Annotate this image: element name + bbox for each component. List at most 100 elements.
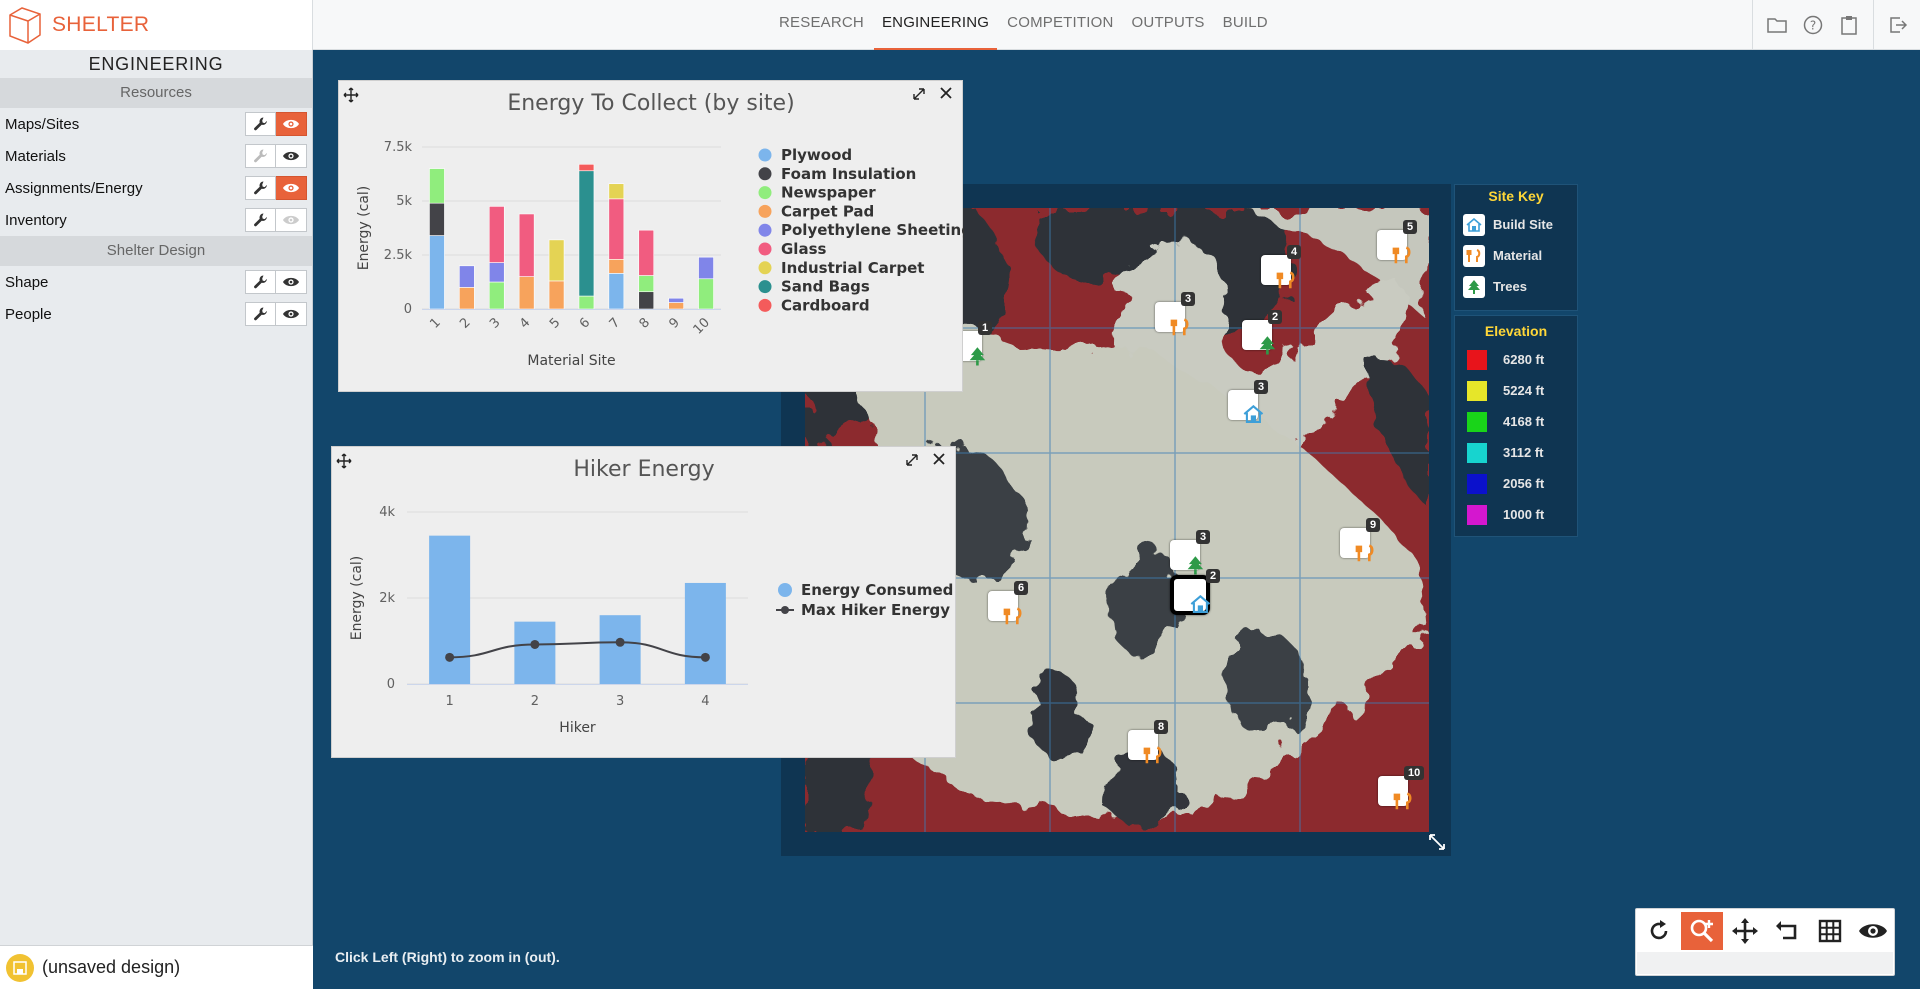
edit-wrench-icon[interactable] (245, 208, 276, 232)
material-marker[interactable] (1155, 302, 1189, 336)
legend-marker (758, 298, 772, 312)
visibility-eye-icon[interactable] (276, 208, 307, 232)
map-expand-icon[interactable] (1428, 833, 1446, 856)
bar-segment (608, 273, 625, 310)
sidebar-item-shape[interactable]: Shape (0, 266, 312, 298)
bar-segment (608, 259, 625, 274)
zoom-hint: Click Left (Right) to zoom in (out). (335, 949, 560, 965)
visibility-eye-icon[interactable] (276, 176, 307, 200)
top-icons: ? (1746, 0, 1920, 50)
site-key-label: Material (1493, 248, 1543, 263)
grid-icon[interactable] (1809, 912, 1852, 950)
bar-segment (488, 206, 505, 263)
legend-marker (758, 167, 772, 181)
x-tick-label: 2 (531, 694, 539, 709)
design-status-bar[interactable]: (unsaved design) (0, 945, 313, 989)
undo-icon[interactable] (1766, 912, 1809, 950)
tree-marker[interactable] (1242, 320, 1276, 355)
toolbar-footer (1637, 952, 1893, 974)
rotate-icon[interactable] (1638, 912, 1681, 950)
sidebar-item-label: Inventory (5, 211, 67, 229)
material-marker[interactable] (1340, 528, 1374, 562)
app-logo[interactable]: SHELTER (0, 0, 313, 50)
build-site-marker[interactable] (1228, 390, 1264, 423)
bar-segment (548, 239, 565, 282)
sidebar-item-people[interactable]: People (0, 298, 312, 330)
cube-logo-icon (9, 7, 41, 44)
close-icon[interactable] (933, 453, 951, 471)
edit-wrench-icon[interactable] (245, 144, 276, 168)
maximize-icon[interactable] (905, 453, 923, 471)
edit-wrench-icon[interactable] (245, 112, 276, 136)
energy-to-collect-chart-window[interactable]: Energy To Collect (by site) 0 2.5k 5k 7.5k En… (338, 80, 964, 392)
build-site-marker[interactable] (1170, 575, 1211, 615)
chart-title: Energy To Collect (by site) (507, 91, 794, 116)
tab-build[interactable]: BUILD (1222, 14, 1268, 31)
bar-segment (488, 262, 505, 283)
elevation-swatch (1467, 442, 1487, 463)
legend-marker (758, 186, 772, 200)
y-tick-label: 0 (404, 302, 412, 317)
y-tick-label: 2.5k (384, 248, 413, 263)
material-marker[interactable] (1128, 730, 1162, 764)
elevation-item: 1000 ft (1455, 499, 1577, 530)
material-marker[interactable] (1377, 230, 1411, 264)
y-axis-label: Energy (cal) (349, 556, 365, 641)
edit-wrench-icon[interactable] (245, 302, 276, 326)
visibility-eye-icon[interactable] (276, 270, 307, 294)
x-tick-label: 10 (691, 315, 713, 337)
bar-segment (638, 291, 655, 310)
help-icon[interactable]: ? (1795, 7, 1831, 43)
material-marker[interactable] (1378, 776, 1412, 810)
material-marker[interactable] (988, 591, 1022, 625)
marker-number: 2 (1206, 569, 1221, 583)
elevation-swatch (1467, 473, 1487, 494)
material-marker[interactable] (1261, 255, 1295, 289)
sidebar-item-materials[interactable]: Materials (0, 140, 312, 172)
sidebar-item-label: Materials (5, 147, 66, 165)
tab-competition[interactable]: COMPETITION (1007, 14, 1114, 31)
eye-icon[interactable] (1851, 912, 1894, 950)
tree-marker[interactable] (1170, 540, 1204, 575)
visibility-eye-icon[interactable] (276, 144, 307, 168)
legend-label: Energy Consumed (801, 581, 953, 599)
legend-label: Plywood (781, 146, 852, 164)
visibility-eye-icon[interactable] (276, 302, 307, 326)
elevation-swatch (1467, 504, 1487, 525)
y-tick-label: 0 (387, 677, 395, 692)
line-point (445, 652, 455, 662)
elevation-label: 6280 ft (1503, 352, 1545, 367)
close-icon[interactable] (940, 87, 958, 105)
sidebar: ENGINEERING Resources Maps/Sites Material… (0, 50, 313, 989)
sidebar-item-maps-sites[interactable]: Maps/Sites (0, 108, 312, 140)
bar-segment (668, 297, 684, 303)
sidebar-item-inventory[interactable]: Inventory (0, 204, 312, 236)
tab-outputs[interactable]: OUTPUTS (1131, 14, 1205, 31)
edit-wrench-icon[interactable] (245, 270, 276, 294)
drag-handle-icon[interactable] (343, 87, 361, 105)
line-point (615, 637, 625, 647)
edit-wrench-icon[interactable] (245, 176, 276, 200)
marker-number: 5 (1403, 220, 1418, 234)
maximize-icon[interactable] (912, 87, 930, 105)
visibility-eye-icon[interactable] (276, 112, 307, 136)
sidebar-item-assignments-energy[interactable]: Assignments/Energy (0, 172, 312, 204)
tab-research[interactable]: RESEARCH (779, 14, 864, 31)
bar-segment (578, 163, 595, 172)
y-tick-label: 5k (396, 194, 412, 209)
elevation-swatch (1467, 349, 1487, 370)
clipboard-icon[interactable] (1831, 7, 1867, 43)
logout-icon[interactable] (1880, 7, 1916, 43)
tab-engineering[interactable]: ENGINEERING (873, 0, 998, 50)
x-tick-label: 8 (637, 315, 653, 331)
legend-label: Glass (781, 240, 827, 258)
elevation-item: 5224 ft (1455, 375, 1577, 406)
elevation-label: 3112 ft (1503, 445, 1544, 460)
bar-segment (518, 276, 535, 310)
zoom-in-icon[interactable] (1680, 912, 1724, 950)
folder-icon[interactable] (1759, 7, 1795, 43)
hiker-energy-chart-window[interactable]: Hiker Energy 0 2k 4k Energy (cal) 1 2 3 4 Hiker En… (331, 446, 956, 758)
drag-handle-icon[interactable] (336, 453, 354, 471)
site-key-panel: Site Key Build Site Material Trees (1454, 184, 1578, 311)
pan-icon[interactable] (1723, 912, 1766, 950)
